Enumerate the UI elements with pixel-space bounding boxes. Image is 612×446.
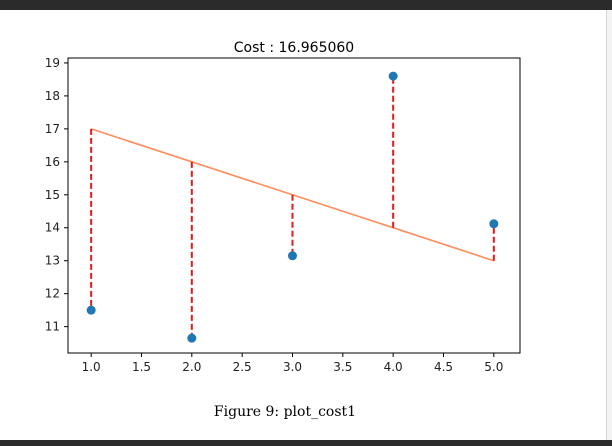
x-tick-label-8: 5.0 — [484, 360, 503, 374]
x-tick-label-7: 4.5 — [434, 360, 453, 374]
x-tick-label-3: 2.5 — [233, 360, 252, 374]
x-tick-label-6: 4.0 — [384, 360, 403, 374]
y-tick-label-1: 12 — [45, 287, 60, 301]
y-tick-label-3: 14 — [45, 221, 60, 235]
y-tick-label-8: 19 — [45, 56, 60, 70]
x-tick-label-4: 3.0 — [283, 360, 302, 374]
y-tick-label-7: 18 — [45, 89, 60, 103]
scrollbar-track[interactable] — [606, 10, 612, 440]
bottom-bar — [0, 440, 612, 446]
y-tick-label-2: 13 — [45, 254, 60, 268]
y-tick-label-0: 11 — [45, 320, 60, 334]
x-tick-label-1: 1.5 — [132, 360, 151, 374]
chart-title: Cost : 16.965060 — [234, 40, 354, 56]
plot-frame — [67, 57, 521, 354]
data-point-0 — [86, 305, 96, 315]
x-tick-label-5: 3.5 — [333, 360, 352, 374]
data-point-1 — [187, 333, 197, 343]
y-tick-label-6: 17 — [45, 122, 60, 136]
figure-caption: Figure 9: plot_cost1 — [213, 404, 357, 420]
top-bar — [0, 0, 612, 10]
data-point-2 — [287, 251, 297, 261]
y-tick-label-5: 16 — [45, 155, 60, 169]
data-point-4 — [489, 219, 499, 229]
data-point-3 — [388, 71, 398, 81]
y-tick-label-4: 15 — [45, 188, 60, 202]
x-tick-label-2: 2.0 — [182, 360, 201, 374]
x-tick-label-0: 1.0 — [82, 360, 101, 374]
